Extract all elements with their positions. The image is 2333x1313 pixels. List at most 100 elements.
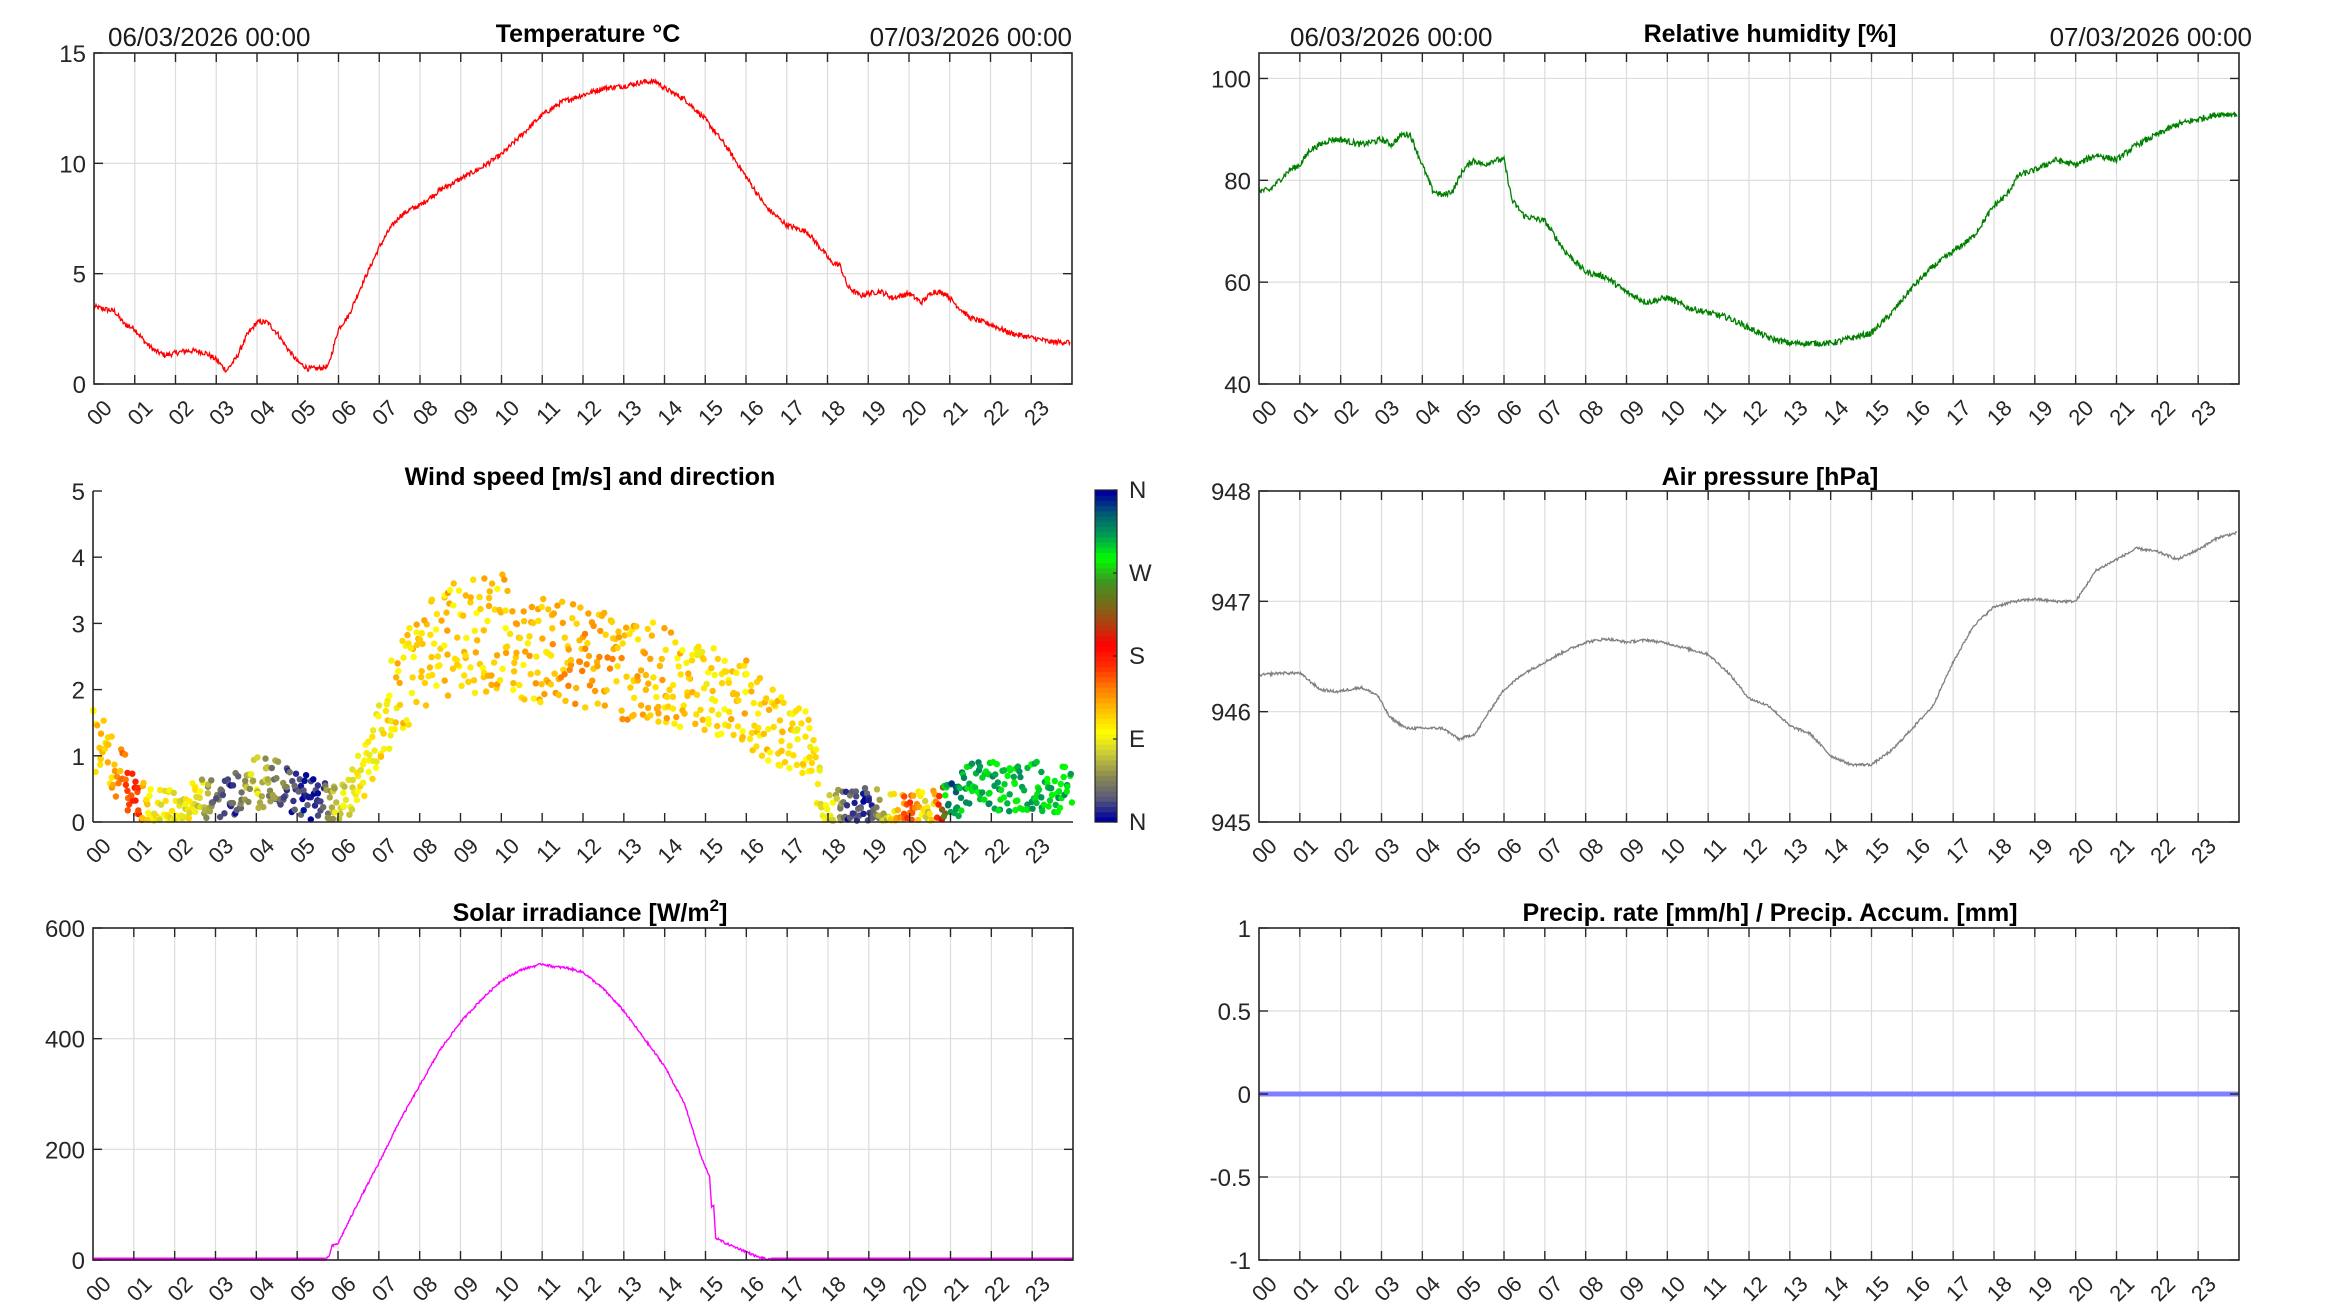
wind-data-point [648,632,655,639]
wind-data-point [1001,781,1008,788]
wind-data-point [528,603,536,611]
wind-data-point [589,677,596,684]
wind-data-point [602,631,609,638]
wind-data-point [715,711,722,718]
x-tick-label: 14 [1819,1271,1854,1306]
temperature-end-date: 07/03/2026 00:00 [870,22,1072,52]
wind-data-point [926,810,933,817]
wind-data-point [685,670,692,677]
wind-data-point [778,694,785,701]
wind-data-point [799,769,806,777]
wind-data-point [1011,780,1018,787]
colorbar-segment [1095,676,1117,683]
wind-data-point [748,688,755,695]
wind-data-point [637,667,645,674]
wind-data-point [667,629,675,636]
wind-data-point [540,595,547,603]
wind-data-point [852,788,860,795]
wind-data-point [591,687,599,695]
wind-data-point [471,627,478,634]
wind-data-point [486,588,493,595]
temperature-series-line [93,77,1071,373]
wind-data-point [365,768,372,776]
wind-data-point [873,786,881,793]
wind-data-point [684,692,691,700]
wind-data-point [450,602,457,609]
wind-data-point [229,782,237,789]
wind-data-point [786,742,793,750]
wind-data-point [756,675,764,682]
wind-data-point [765,757,772,764]
wind-data-point [1063,788,1071,795]
wind-data-point [1001,767,1008,774]
wind-data-point [511,659,518,666]
x-tick-label: 14 [1819,833,1854,868]
x-tick-label: 13 [1778,833,1813,868]
wind-data-point [428,596,436,603]
wind-data-point [139,814,146,822]
wind-data-point [386,745,393,752]
colorbar-segment [1095,645,1117,652]
wind-data-point [567,656,575,664]
wind-data-point [418,674,425,681]
wind-data-point [674,655,681,662]
wind-data-point [467,594,474,601]
wind-data-point [186,809,193,816]
wind-data-point [705,720,712,728]
wind-data-point [735,697,742,704]
wind-data-point [614,644,621,651]
x-tick-label: 11 [1697,1271,1731,1305]
wind-data-point [530,695,538,702]
wind-data-point [427,631,434,638]
wind-data-point [669,693,677,700]
wind-data-point [97,755,105,763]
wind-data-point [538,603,545,611]
wind-data-point [960,774,968,781]
x-tick-label: 22 [978,395,1013,430]
wind-data-point [606,665,614,672]
wind-data-point [268,764,275,772]
wind-data-point [494,585,501,592]
wind-data-point [324,814,331,821]
colorbar-segment [1095,521,1117,527]
wind-data-point [438,617,445,624]
wind-data-point [534,669,541,676]
wind-data-point [146,792,153,799]
wind-data-point [664,693,671,701]
wind-data-point [778,737,785,745]
wind-data-point [388,657,395,664]
wind-data-point [516,634,524,642]
wind-data-point [577,604,584,611]
wind-data-point [404,631,411,639]
x-tick-label: 17 [775,833,810,868]
wind-data-point [1029,805,1036,812]
wind-data-point [860,798,867,805]
wind-data-point [770,723,777,731]
x-tick-label: 15 [1859,1271,1894,1306]
wind-data-point [645,680,652,687]
colorbar-segment [1095,713,1117,719]
x-tick-label: 07 [367,1271,402,1306]
wind-data-point [1061,763,1069,771]
wind-data-point [203,814,210,821]
wind-data-point [559,598,566,605]
wind-data-point [693,711,700,718]
x-tick-label: 21 [938,833,973,868]
wind-data-point [753,743,760,750]
wind-data-point [851,799,858,807]
wind-data-point [369,733,376,740]
x-tick-label: 03 [203,833,238,868]
x-tick-label: 04 [1410,1271,1445,1306]
wind-data-point [1024,806,1031,813]
wind-data-point [726,708,733,715]
wind-data-point [185,815,193,822]
x-tick-label: 08 [408,1271,443,1306]
wind-data-point [627,684,634,691]
x-tick-label: 08 [1574,1271,1609,1306]
wind-data-point [666,686,673,693]
wind-data-point [196,794,203,801]
wind-data-point [594,700,601,707]
wind-data-point [291,806,298,813]
wind-data-point [449,665,457,672]
wind-data-point [441,642,448,649]
